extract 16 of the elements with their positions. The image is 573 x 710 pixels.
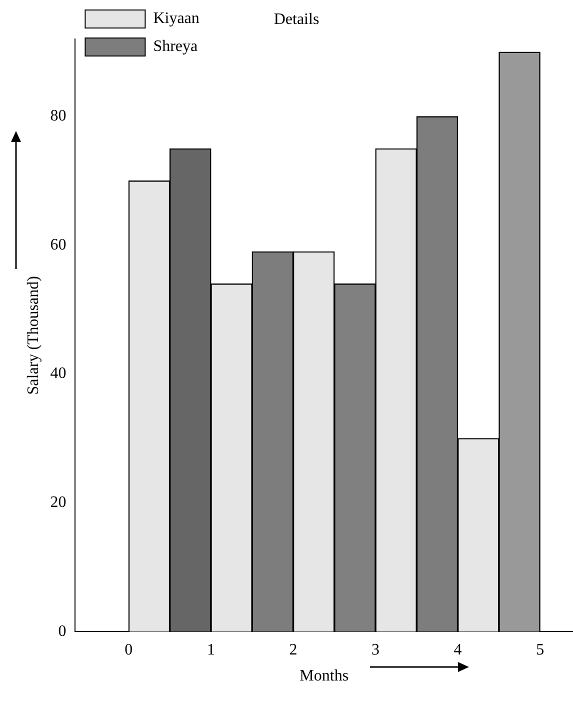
x-tick-label: 4: [454, 641, 462, 658]
chart-title: Details: [274, 10, 320, 28]
y-tick-label: 60: [50, 236, 66, 254]
y-tick-label: 40: [50, 365, 66, 382]
x-tick-label: 2: [289, 641, 298, 658]
x-tick-label: 0: [124, 641, 133, 658]
x-tick-label: 3: [372, 641, 380, 658]
legend-label: Shreya: [153, 38, 198, 56]
x-tick-label: 1: [206, 641, 215, 658]
y-tick-label: 0: [58, 622, 66, 640]
y-tick-label: 20: [50, 494, 66, 512]
legend-label: Kiyaan: [153, 10, 200, 28]
y-axis-title: Salary (Thousand): [24, 276, 42, 395]
x-axis-title: Months: [300, 668, 349, 685]
y-tick-label: 80: [50, 108, 66, 125]
x-tick-label: 5: [536, 641, 544, 658]
